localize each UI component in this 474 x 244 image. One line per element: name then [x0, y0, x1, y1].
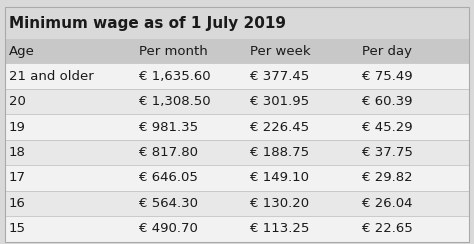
Text: € 45.29: € 45.29	[362, 121, 412, 133]
Text: € 22.65: € 22.65	[362, 222, 412, 235]
Text: 17: 17	[9, 172, 26, 184]
Text: € 188.75: € 188.75	[250, 146, 309, 159]
Text: € 301.95: € 301.95	[250, 95, 309, 108]
FancyBboxPatch shape	[5, 216, 469, 242]
Text: € 490.70: € 490.70	[138, 222, 198, 235]
Text: 20: 20	[9, 95, 26, 108]
Text: € 817.80: € 817.80	[138, 146, 198, 159]
Text: 18: 18	[9, 146, 26, 159]
Text: € 646.05: € 646.05	[138, 172, 198, 184]
Text: € 377.45: € 377.45	[250, 70, 310, 83]
Text: € 113.25: € 113.25	[250, 222, 310, 235]
Text: € 981.35: € 981.35	[138, 121, 198, 133]
Text: € 226.45: € 226.45	[250, 121, 309, 133]
Text: Per month: Per month	[138, 45, 207, 58]
Text: € 1,635.60: € 1,635.60	[138, 70, 210, 83]
Text: € 60.39: € 60.39	[362, 95, 412, 108]
FancyBboxPatch shape	[5, 140, 469, 165]
FancyBboxPatch shape	[5, 165, 469, 191]
FancyBboxPatch shape	[5, 7, 469, 39]
Text: € 29.82: € 29.82	[362, 172, 412, 184]
FancyBboxPatch shape	[5, 39, 469, 63]
FancyBboxPatch shape	[5, 191, 469, 216]
Text: Per day: Per day	[362, 45, 411, 58]
Text: € 75.49: € 75.49	[362, 70, 412, 83]
Text: € 1,308.50: € 1,308.50	[138, 95, 210, 108]
Text: € 149.10: € 149.10	[250, 172, 309, 184]
FancyBboxPatch shape	[5, 63, 469, 89]
Text: 15: 15	[9, 222, 26, 235]
Text: Minimum wage as of 1 July 2019: Minimum wage as of 1 July 2019	[9, 16, 286, 31]
FancyBboxPatch shape	[5, 114, 469, 140]
Text: Per week: Per week	[250, 45, 311, 58]
Text: Age: Age	[9, 45, 35, 58]
FancyBboxPatch shape	[5, 89, 469, 114]
Text: € 130.20: € 130.20	[250, 197, 309, 210]
Text: 16: 16	[9, 197, 26, 210]
Text: 21 and older: 21 and older	[9, 70, 93, 83]
Text: € 37.75: € 37.75	[362, 146, 412, 159]
Text: € 564.30: € 564.30	[138, 197, 198, 210]
Text: € 26.04: € 26.04	[362, 197, 412, 210]
Text: 19: 19	[9, 121, 26, 133]
